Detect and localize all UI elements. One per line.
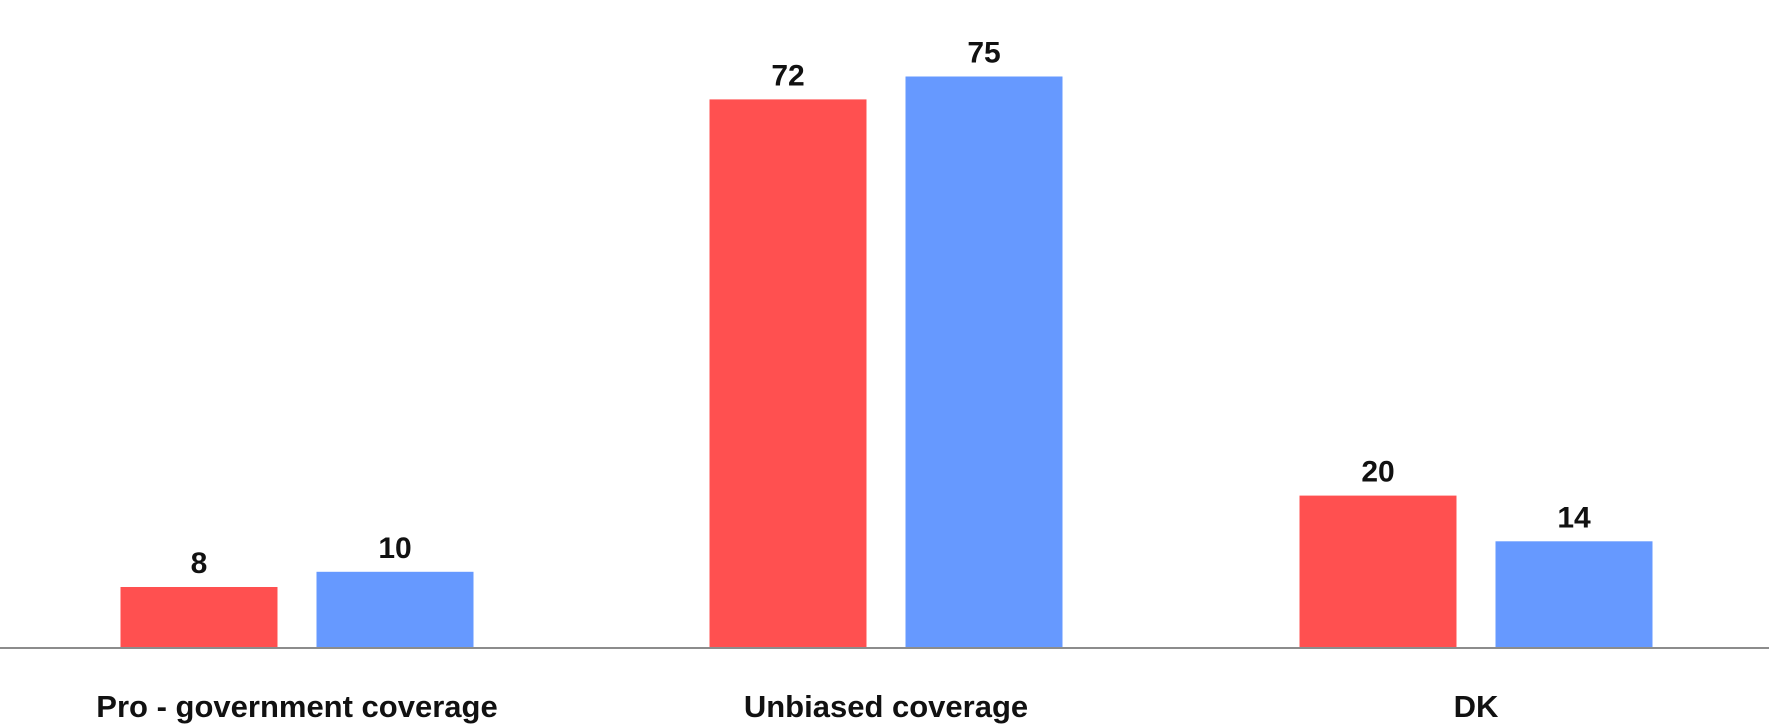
bar-series-2-cat-2 [905, 76, 1063, 648]
bar-series-1-cat-2 [709, 99, 867, 648]
category-label-2: Unbiased coverage [744, 689, 1028, 724]
bar-series-2-cat-3 [1495, 541, 1653, 648]
value-label-series-2-cat-2: 75 [967, 37, 1000, 70]
value-label-series-2-cat-3: 14 [1557, 501, 1591, 534]
category-label-3: DK [1454, 689, 1499, 724]
value-labels-layer: 8 10 72 75 20 14 [191, 37, 1591, 581]
bars-layer [120, 76, 1653, 648]
value-label-series-1-cat-3: 20 [1361, 456, 1394, 489]
bar-series-2-cat-1 [316, 571, 474, 648]
value-label-series-1-cat-1: 8 [191, 547, 208, 580]
value-label-series-1-cat-2: 72 [771, 59, 804, 92]
category-label-1: Pro - government coverage [96, 689, 497, 724]
bar-series-1-cat-1 [120, 587, 278, 648]
category-labels-layer: Pro - government coverage Unbiased covera… [96, 689, 1499, 724]
value-label-series-2-cat-1: 10 [378, 532, 411, 565]
bar-series-1-cat-3 [1299, 495, 1457, 648]
